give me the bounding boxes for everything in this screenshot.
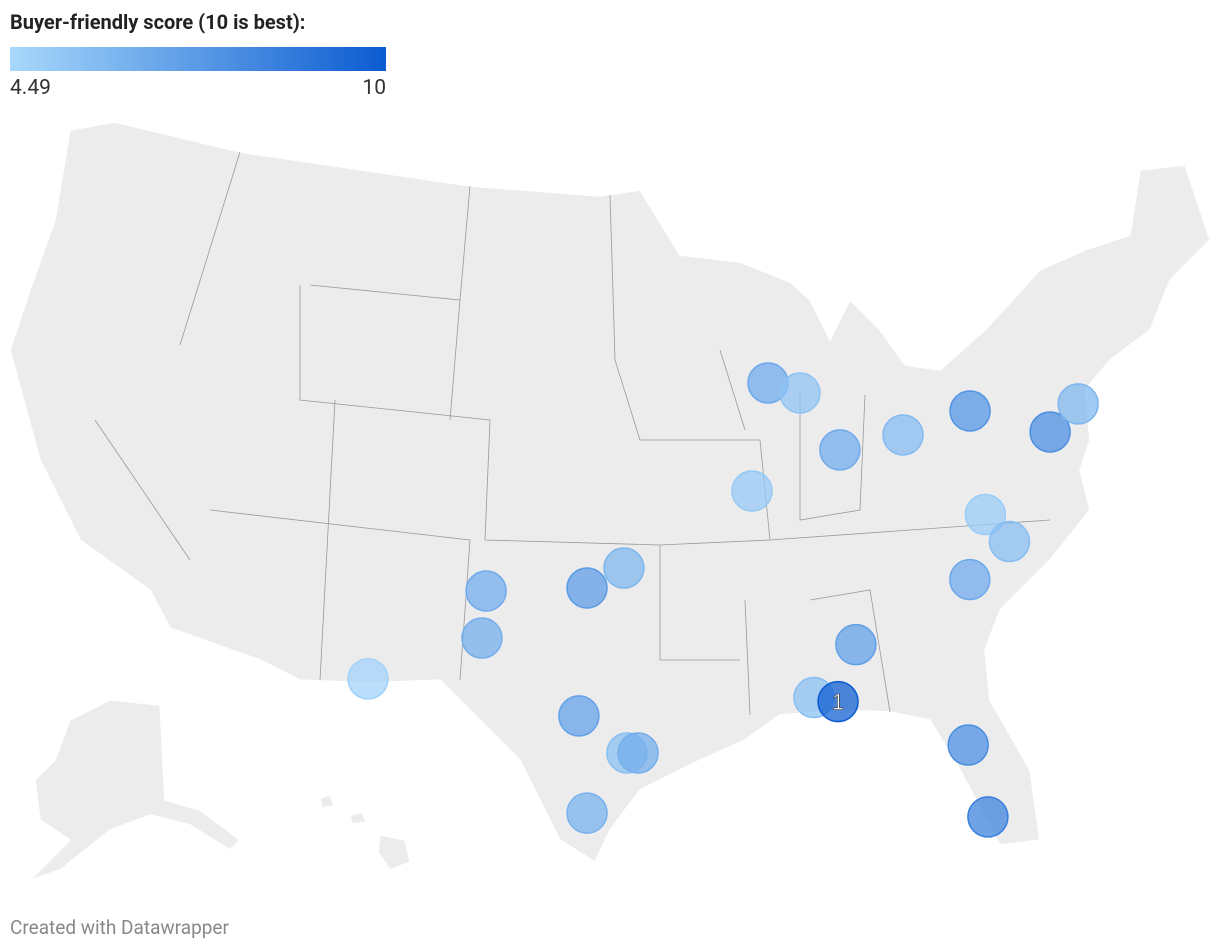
footer: Created with Datawrapper	[10, 916, 229, 939]
city-bubble	[949, 390, 991, 432]
city-bubble	[731, 470, 773, 512]
legend-min: 4.49	[10, 76, 51, 100]
city-bubble	[817, 680, 859, 723]
city-bubble	[347, 658, 389, 700]
city-bubble	[566, 792, 608, 834]
city-bubble	[566, 567, 608, 609]
city-bubble	[947, 724, 989, 766]
city-bubble	[779, 372, 821, 414]
city-bubble	[1057, 383, 1099, 425]
legend-max: 10	[362, 76, 386, 100]
city-bubble	[603, 547, 645, 589]
city-bubble	[819, 429, 861, 471]
city-bubble	[988, 520, 1031, 563]
hawaii	[319, 794, 411, 871]
bubble-label: 1	[832, 690, 844, 715]
city-bubble	[835, 623, 877, 666]
alaska	[29, 699, 242, 881]
state-lines	[94, 151, 1051, 716]
city-bubble	[617, 732, 659, 774]
city-bubble	[882, 414, 924, 456]
city-bubble	[1029, 411, 1071, 453]
legend-gradient	[10, 47, 386, 71]
city-bubble	[465, 570, 507, 612]
city-bubble	[461, 617, 503, 659]
legend-title: Buyer-friendly score (10 is best):	[10, 10, 306, 34]
city-bubble	[949, 558, 991, 601]
city-bubble	[558, 695, 600, 737]
city-bubble	[967, 796, 1009, 838]
city-bubble	[964, 493, 1007, 536]
